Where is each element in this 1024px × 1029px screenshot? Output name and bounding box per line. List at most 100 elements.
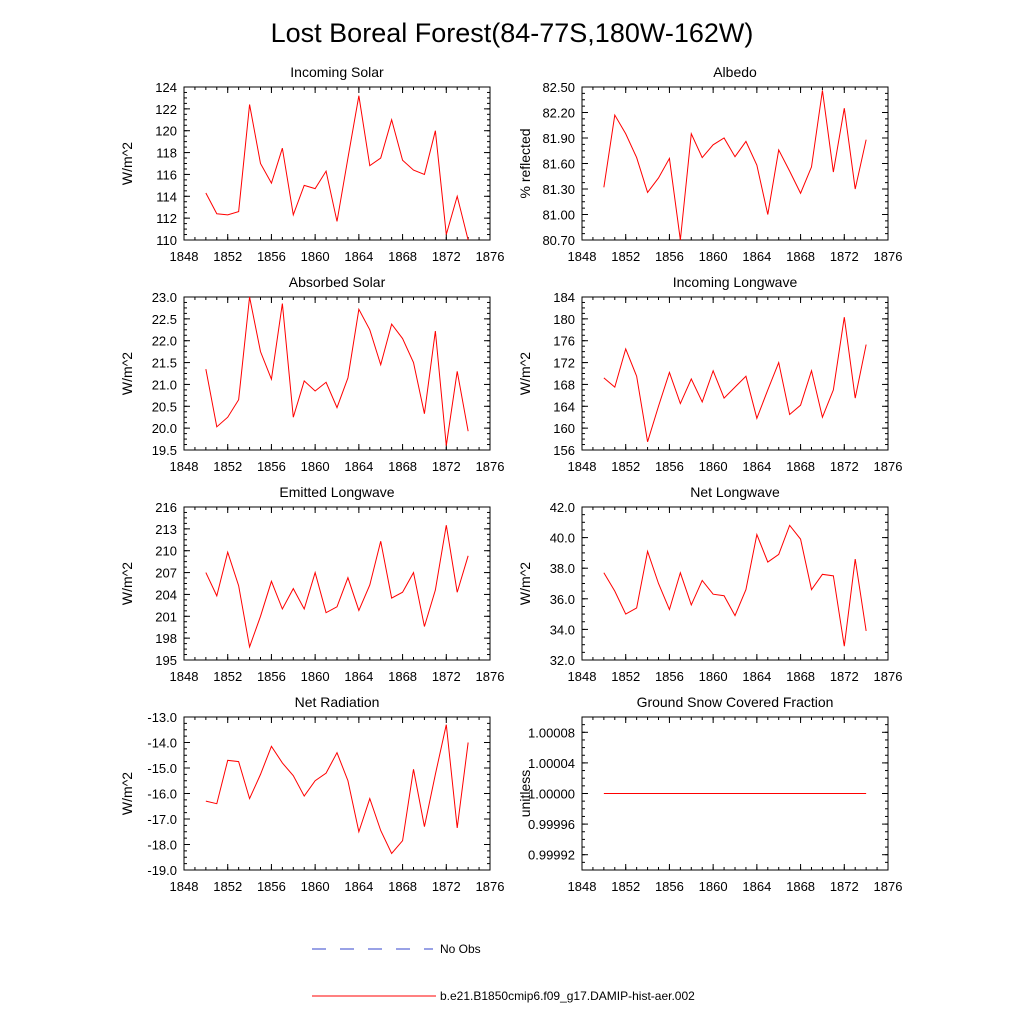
y-tick-label: 32.0 [550, 653, 575, 668]
y-tick-label: 22.5 [152, 312, 177, 327]
x-tick-label: 1868 [786, 669, 815, 684]
x-tick-label: 1860 [699, 249, 728, 264]
x-tick-label: 1876 [476, 879, 505, 894]
legend: No Obs b.e21.B1850cmip6.f09_g17.DAMIP-hi… [312, 942, 695, 1003]
y-tick-label: 82.50 [542, 80, 575, 95]
x-tick-label: 1864 [344, 879, 373, 894]
x-tick-label: 1856 [655, 879, 684, 894]
x-tick-label: 1872 [830, 459, 859, 474]
x-tick-label: 1876 [874, 879, 903, 894]
y-tick-label: 81.90 [542, 131, 575, 146]
x-tick-label: 1848 [568, 879, 597, 894]
x-tick-label: 1852 [611, 879, 640, 894]
x-tick-label: 1860 [301, 459, 330, 474]
y-tick-label: 198 [155, 631, 177, 646]
y-tick-label: 0.99996 [528, 817, 575, 832]
x-tick-label: 1872 [830, 669, 859, 684]
y-tick-label: 1.00000 [528, 787, 575, 802]
x-tick-label: 1848 [170, 879, 199, 894]
x-tick-label: 1856 [655, 249, 684, 264]
y-tick-label: 216 [155, 500, 177, 515]
x-tick-label: 1852 [611, 669, 640, 684]
x-tick-label: 1868 [388, 459, 417, 474]
x-tick-label: 1872 [432, 459, 461, 474]
x-tick-label: 1852 [611, 459, 640, 474]
x-tick-label: 1868 [786, 459, 815, 474]
x-tick-label: 1852 [213, 669, 242, 684]
y-tick-label: 38.0 [550, 561, 575, 576]
x-tick-label: 1852 [611, 249, 640, 264]
x-tick-label: 1848 [170, 669, 199, 684]
x-tick-label: 1876 [874, 459, 903, 474]
x-tick-label: 1856 [257, 669, 286, 684]
x-tick-label: 1856 [655, 459, 684, 474]
x-tick-label: 1876 [874, 669, 903, 684]
x-tick-label: 1872 [830, 249, 859, 264]
x-tick-label: 1848 [568, 249, 597, 264]
y-tick-label: 0.99992 [528, 848, 575, 863]
x-tick-label: 1848 [170, 459, 199, 474]
x-tick-label: 1856 [257, 459, 286, 474]
y-tick-label: 21.0 [152, 377, 177, 392]
y-tick-label: 176 [553, 334, 575, 349]
x-tick-label: 1864 [742, 459, 771, 474]
x-tick-label: 1864 [344, 459, 373, 474]
plot-frame [581, 296, 889, 451]
x-tick-label: 1864 [742, 669, 771, 684]
y-tick-label: 1.00004 [528, 756, 575, 771]
y-tick-label: -15.0 [147, 761, 177, 776]
panel-title: Ground Snow Covered Fraction [637, 694, 834, 710]
y-axis-label: W/m^2 [119, 772, 135, 815]
panel-3: Absorbed Solar W/m^2 1848 1852 1856 1860 1864 1… [119, 274, 504, 474]
y-axis-label: unitless [517, 770, 533, 817]
y-tick-label: 207 [155, 566, 177, 581]
legend-obs-label: No Obs [440, 942, 481, 956]
y-tick-label: 112 [156, 211, 177, 226]
y-axis-label: % reflected [517, 128, 533, 198]
panel-6: Net Longwave W/m^2 1848 1852 1856 1860 1864 186… [517, 484, 902, 684]
x-tick-label: 1864 [344, 669, 373, 684]
y-tick-label: 81.60 [542, 157, 575, 172]
x-tick-label: 1848 [568, 669, 597, 684]
y-tick-label: 160 [553, 421, 575, 436]
x-tick-label: 1860 [699, 459, 728, 474]
x-tick-label: 1860 [301, 249, 330, 264]
y-tick-label: 118 [156, 146, 177, 161]
y-tick-label: 116 [156, 167, 177, 182]
x-tick-label: 1860 [301, 669, 330, 684]
x-tick-label: 1856 [257, 249, 286, 264]
x-tick-label: 1856 [655, 669, 684, 684]
panel-2: Albedo % reflected 1848 1852 1856 1860 1864 186… [517, 64, 902, 264]
y-tick-label: 110 [156, 233, 177, 248]
y-tick-label: 164 [553, 399, 575, 414]
x-tick-label: 1848 [568, 459, 597, 474]
x-tick-label: 1876 [476, 459, 505, 474]
y-axis-label: W/m^2 [517, 352, 533, 395]
panel-8: Ground Snow Covered Fraction unitless 1848… [517, 694, 902, 894]
y-tick-label: -14.0 [147, 736, 177, 751]
x-tick-label: 1868 [786, 879, 815, 894]
y-tick-label: 180 [553, 312, 575, 327]
x-tick-label: 1860 [699, 669, 728, 684]
x-tick-label: 1872 [432, 669, 461, 684]
y-tick-label: 22.0 [152, 334, 177, 349]
y-axis-label: W/m^2 [517, 562, 533, 605]
y-axis-label: W/m^2 [119, 142, 135, 185]
y-tick-label: 80.70 [542, 233, 575, 248]
x-tick-label: 1852 [213, 459, 242, 474]
y-axis-label: W/m^2 [119, 352, 135, 395]
series-line-model [603, 90, 867, 241]
y-tick-label: 114 [156, 189, 177, 204]
plot-frame [183, 506, 491, 661]
y-tick-label: 184 [553, 290, 575, 305]
panel-title: Net Radiation [295, 694, 380, 710]
y-tick-label: 42.0 [550, 500, 575, 515]
x-tick-label: 1868 [786, 249, 815, 264]
y-tick-label: -18.0 [147, 838, 177, 853]
y-tick-label: 21.5 [152, 356, 177, 371]
legend-model-label: b.e21.B1850cmip6.f09_g17.DAMIP-hist-aer.… [440, 989, 695, 1003]
y-tick-label: 201 [155, 609, 177, 624]
y-tick-label: 20.5 [152, 399, 177, 414]
x-tick-label: 1852 [213, 249, 242, 264]
y-tick-label: 204 [155, 587, 177, 602]
